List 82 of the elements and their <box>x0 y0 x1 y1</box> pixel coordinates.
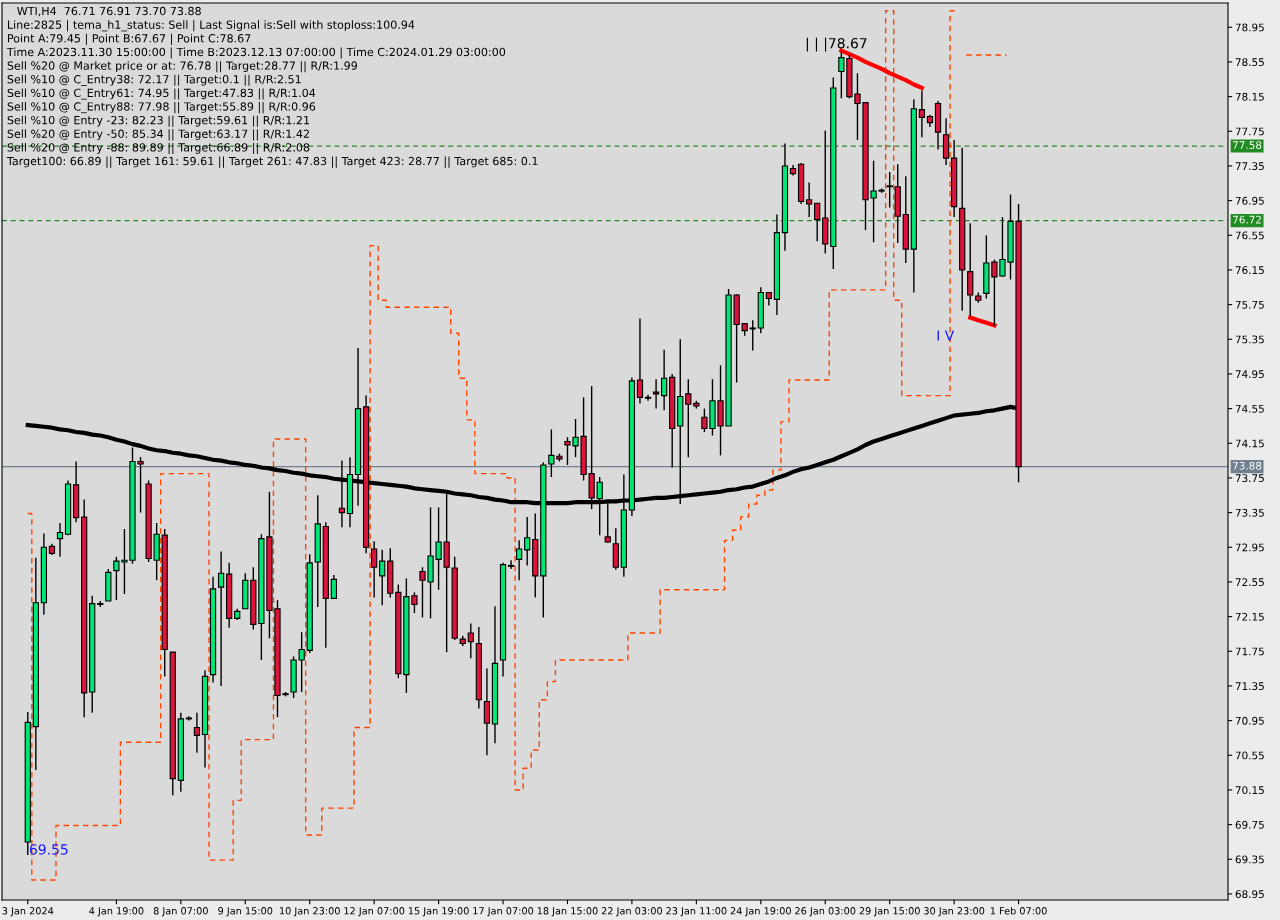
x-tick-label: 17 Jan 07:00 <box>473 907 534 917</box>
candlestick <box>661 348 668 412</box>
y-tick-label: 70.55 <box>1235 751 1264 760</box>
candlestick <box>652 378 660 410</box>
candlestick <box>814 202 821 243</box>
chart-title: WTI,H4 76.71 76.91 73.70 73.88 <box>17 6 201 17</box>
candlestick <box>516 539 523 581</box>
y-tick-label: 74.15 <box>1235 439 1264 448</box>
y-tick-label: 69.75 <box>1235 820 1264 829</box>
y-tick-label: 70.95 <box>1235 716 1264 725</box>
candlestick <box>886 171 893 209</box>
annotation: Time A:2023.11.30 15:00:00 | Time B:2023.12.13 07:00:00 | Time C:2024.01.29 03:00:00 <box>6 47 506 59</box>
y-tick-label: 69.35 <box>1235 855 1264 864</box>
y-tick-label: 76.95 <box>1235 196 1264 205</box>
candlestick <box>612 527 619 571</box>
y-tick-label: 71.35 <box>1235 682 1264 691</box>
candlestick <box>636 317 644 405</box>
y-tick-label: 73.35 <box>1235 508 1264 517</box>
candlestick <box>330 574 338 600</box>
y-tick-label: 68.95 <box>1235 890 1264 899</box>
y-tick-label: 77.35 <box>1235 162 1264 171</box>
y-tick-label: 72.55 <box>1235 578 1264 587</box>
y-tick-label: 78.15 <box>1235 92 1264 101</box>
candlestick <box>467 622 474 659</box>
y-tick-label: 75.35 <box>1235 335 1264 344</box>
candlestick <box>56 522 64 558</box>
annotation: Sell %20 @ Entry -50: 85.34 || Target:63.17 || R/R:1.42 <box>7 129 309 141</box>
x-tick-label: 30 Jan 23:00 <box>924 907 985 917</box>
x-tick-label: 10 Jan 23:00 <box>280 907 340 917</box>
x-tick-label: 26 Jan 03:00 <box>795 907 856 917</box>
y-tick-label: 71.75 <box>1235 647 1264 656</box>
candlestick <box>379 549 386 607</box>
x-tick-label: 15 Jan 19:00 <box>408 907 469 917</box>
y-tick-label: 72.15 <box>1235 612 1264 621</box>
y-tick-label: 76.55 <box>1235 231 1264 240</box>
candlestick <box>805 181 813 218</box>
ref-line-label: 73.88 <box>1233 461 1262 470</box>
x-tick-label: 3 Jan 2024 <box>2 907 54 917</box>
candlestick <box>371 540 378 599</box>
x-tick-label: 24 Jan 19:00 <box>730 907 791 917</box>
annotation: I V <box>937 330 955 341</box>
y-tick-label: 78.95 <box>1235 23 1264 32</box>
candlestick <box>644 394 652 402</box>
y-tick-label: 70.15 <box>1235 786 1264 795</box>
candlestick <box>217 550 225 687</box>
annotation: Line:2825 | tema_h1_status: Sell | Last Signal is:Sell with stoploss:100.94 <box>7 20 415 32</box>
x-tick-label: 23 Jan 11:00 <box>666 907 727 917</box>
y-tick-label: 78.55 <box>1235 58 1264 67</box>
candlestick <box>918 89 926 139</box>
candlestick <box>749 319 756 352</box>
x-tick-label: 29 Jan 15:00 <box>859 907 920 917</box>
y-tick-label: 77.75 <box>1235 127 1264 136</box>
ref-line-label: 76.72 <box>1233 215 1261 224</box>
annotation: | | |78.67 <box>806 37 867 52</box>
annotation: Sell %10 @ C_Entry38: 72.17 || Target:0.1 || R/R:2.51 <box>7 74 301 86</box>
y-tick-label: 72.95 <box>1235 543 1264 552</box>
x-tick-label: 8 Jan 07:00 <box>153 907 208 917</box>
x-tick-label: 18 Jan 15:00 <box>537 907 598 917</box>
x-tick-label: 12 Jan 07:00 <box>344 907 405 917</box>
y-tick-label: 75.75 <box>1235 300 1264 309</box>
candlestick <box>193 712 201 754</box>
x-tick-label: 22 Jan 03:00 <box>601 907 663 917</box>
y-tick-label: 73.75 <box>1235 474 1264 483</box>
annotation: Sell %10 @ Entry -23: 82.23 || Target:59.61 || R/R:1.21 <box>7 115 310 127</box>
y-tick-label: 76.15 <box>1235 266 1264 275</box>
annotation: 69.55 <box>29 844 68 855</box>
annotation: Target100: 66.89 || Target 161: 59.61 || Target 261: 47.83 || Target 423: 28.77 || Target 685: 0.1 <box>6 156 538 168</box>
candlestick <box>942 117 950 166</box>
candlestick <box>524 516 531 567</box>
y-tick-label: 74.95 <box>1235 370 1264 379</box>
candlestick <box>483 667 491 756</box>
x-tick-label: 9 Jan 15:00 <box>218 907 273 917</box>
x-tick-label: 1 Feb 07:00 <box>990 906 1047 915</box>
annotation: Sell %10 @ C_Entry61: 74.95 || Target:47.83 || R/R:1.04 <box>7 88 316 100</box>
candlestick <box>967 222 974 317</box>
annotation: Sell %20 @ Market price or at: 76.78 || Target:28.77 || R/R:1.99 <box>7 61 357 73</box>
candlestick <box>507 559 515 570</box>
annotation: Sell %10 @ C_Entry88: 77.98 || Target:55.89 || R/R:0.96 <box>7 102 316 114</box>
annotation: Point A:79.45 | Point B:67.67 | Point C:78.67 <box>7 33 251 45</box>
ref-line-label: 77.58 <box>1233 141 1262 150</box>
x-tick-label: 4 Jan 19:00 <box>89 907 144 917</box>
y-tick-label: 74.55 <box>1235 404 1264 413</box>
